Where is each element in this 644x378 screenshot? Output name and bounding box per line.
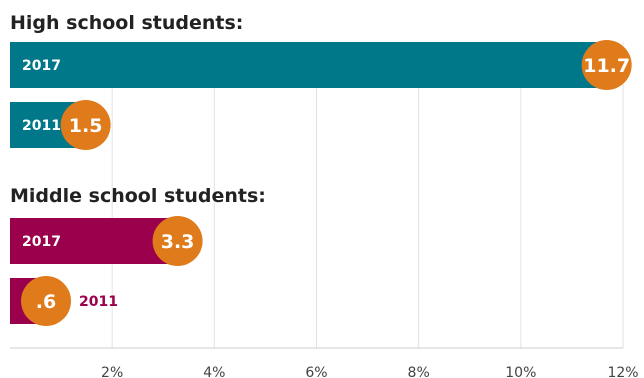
bar-1-0 bbox=[10, 218, 179, 264]
grid-lines bbox=[111, 42, 624, 348]
x-tick-label-5: 12% bbox=[607, 365, 638, 378]
group-title-0: High school students: bbox=[10, 12, 243, 34]
group-title-1: Middle school students: bbox=[10, 185, 266, 207]
value-badge-0-0 bbox=[581, 40, 632, 90]
bar-category-label-1-0: 2017 bbox=[22, 234, 61, 250]
bar-0-0 bbox=[10, 42, 608, 88]
value-badge-1-1 bbox=[21, 276, 71, 326]
x-tick-label-0: 2% bbox=[101, 365, 123, 378]
x-tick-label-2: 6% bbox=[305, 365, 327, 378]
bar-category-label-1-1: 2011 bbox=[79, 294, 118, 310]
bar-category-label-0-1: 2011 bbox=[22, 118, 61, 134]
value-badge-0-1 bbox=[60, 100, 111, 150]
value-label-0-0: 11.7 bbox=[583, 55, 630, 77]
value-label-1-1: .6 bbox=[36, 291, 56, 313]
x-axis: 2% 4% 6% 8% 10% 12% bbox=[10, 347, 639, 378]
x-tick-label-1: 4% bbox=[203, 365, 225, 378]
value-badge-1-0 bbox=[152, 216, 203, 266]
bars-layer: High school students: 2017 11.7 2011 1.5 Midd… bbox=[10, 12, 632, 326]
value-label-0-1: 1.5 bbox=[69, 115, 103, 137]
x-tick-label-3: 8% bbox=[408, 365, 430, 378]
x-tick-label-4: 10% bbox=[505, 365, 536, 378]
bar-category-label-0-0: 2017 bbox=[22, 58, 61, 74]
value-label-1-0: 3.3 bbox=[161, 231, 195, 253]
